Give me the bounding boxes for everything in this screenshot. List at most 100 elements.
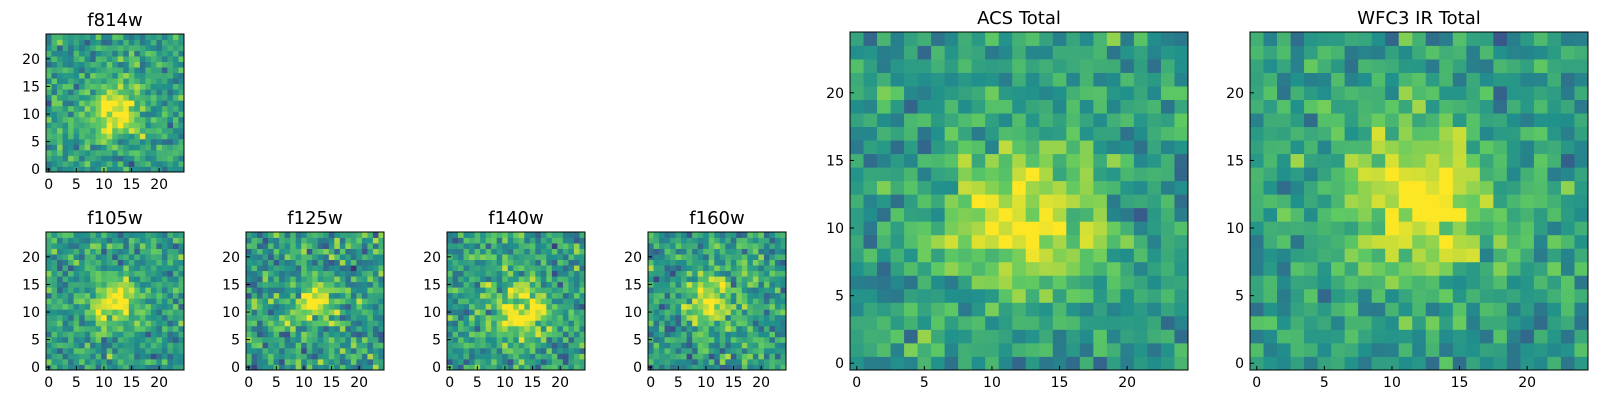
- heatmap-cell: [1263, 342, 1278, 357]
- heatmap-cell: [112, 270, 119, 277]
- heatmap-cell: [1025, 153, 1040, 168]
- heatmap-cell: [763, 325, 770, 332]
- heatmap-cell: [1290, 261, 1305, 276]
- heatmap-cell: [167, 347, 174, 354]
- heatmap-cell: [1385, 342, 1400, 357]
- x-tick-label: 5: [1320, 375, 1329, 391]
- heatmap-cell: [469, 259, 475, 266]
- heatmap-cell: [752, 347, 759, 354]
- heatmap-cell: [1120, 248, 1135, 263]
- heatmap-cell: [474, 325, 481, 332]
- heatmap-cell: [736, 248, 743, 255]
- heatmap-cell: [1331, 302, 1346, 317]
- heatmap-cell: [557, 270, 564, 277]
- heatmap-cell: [361, 287, 368, 294]
- heatmap-cell: [780, 292, 787, 299]
- heatmap-cell: [172, 276, 179, 283]
- heatmap-cell: [90, 353, 97, 360]
- heatmap-cell: [145, 331, 152, 338]
- heatmap-cell: [273, 353, 280, 360]
- heatmap-cell: [112, 39, 119, 46]
- heatmap-cell: [769, 364, 776, 371]
- heatmap-cell: [480, 292, 487, 299]
- heatmap-cell: [167, 259, 174, 266]
- heatmap-cell: [1560, 113, 1575, 128]
- heatmap-cell: [1358, 275, 1373, 290]
- heatmap-cell: [1025, 86, 1040, 100]
- heatmap-cell: [1344, 315, 1359, 330]
- heatmap-cell: [361, 364, 368, 371]
- heatmap-cell: [46, 248, 52, 255]
- heatmap-cell: [1025, 126, 1040, 141]
- heatmap-cell: [535, 358, 542, 365]
- heatmap-cell: [156, 243, 163, 249]
- heatmap-cell: [1263, 207, 1278, 222]
- heatmap-cell: [917, 207, 932, 222]
- heatmap-cell: [447, 358, 453, 365]
- heatmap-cell: [156, 61, 163, 68]
- heatmap-cell: [178, 116, 185, 123]
- heatmap-cell: [1412, 207, 1427, 222]
- heatmap-cell: [123, 127, 130, 134]
- heatmap-cell: [747, 353, 754, 360]
- heatmap-cell: [958, 302, 973, 317]
- heatmap-cell: [904, 86, 918, 100]
- heatmap-cell: [79, 83, 86, 90]
- heatmap-cell: [112, 358, 119, 365]
- heatmap-cell: [1263, 302, 1278, 317]
- heatmap-cell: [758, 237, 765, 244]
- heatmap-cell: [57, 281, 63, 288]
- heatmap-cell: [328, 358, 335, 365]
- heatmap-cell: [469, 342, 475, 349]
- heatmap-cell: [1452, 32, 1467, 46]
- heatmap-cell: [725, 320, 732, 327]
- heatmap-cell: [361, 281, 368, 288]
- heatmap-cell: [161, 111, 168, 118]
- heatmap-cell: [1174, 167, 1189, 182]
- heatmap-cell: [161, 72, 168, 79]
- heatmap-cell: [306, 248, 313, 255]
- heatmap-cell: [1106, 275, 1121, 290]
- heatmap-cell: [1250, 59, 1264, 73]
- heatmap-cell: [904, 356, 918, 371]
- heatmap-cell: [84, 149, 91, 156]
- heatmap-cell: [573, 287, 580, 294]
- heatmap-cell: [1039, 248, 1054, 263]
- heatmap-cell: [692, 254, 699, 260]
- heatmap-cell: [518, 276, 525, 283]
- heatmap-cell: [518, 232, 525, 238]
- heatmap-cell: [106, 72, 113, 79]
- heatmap-cell: [1425, 356, 1440, 371]
- heatmap-cell: [944, 99, 959, 114]
- heatmap-cell: [268, 336, 274, 343]
- heatmap-cell: [904, 194, 918, 209]
- heatmap-cell: [62, 61, 69, 68]
- heatmap-cell: [725, 254, 732, 260]
- heatmap-cell: [1479, 167, 1494, 182]
- heatmap-cell: [246, 292, 252, 299]
- heatmap-cell: [90, 314, 97, 321]
- heatmap-cell: [725, 336, 732, 343]
- heatmap-cell: [985, 194, 1000, 209]
- x-tick-label: 10: [496, 375, 514, 391]
- heatmap-cell: [273, 325, 280, 332]
- heatmap-cell: [1506, 86, 1521, 100]
- heatmap-cell: [84, 270, 91, 277]
- heatmap-cell: [117, 303, 124, 310]
- heatmap-cell: [139, 39, 146, 46]
- heatmap-cell: [1120, 45, 1135, 60]
- heatmap-cell: [1290, 221, 1305, 236]
- heatmap-cell: [568, 364, 575, 371]
- heatmap-cell: [1520, 126, 1535, 141]
- heatmap-cell: [284, 364, 291, 371]
- heatmap-cell: [51, 281, 58, 288]
- heatmap-cell: [345, 336, 352, 343]
- heatmap-cell: [317, 314, 324, 321]
- heatmap-cell: [273, 347, 280, 354]
- heatmap-cell: [306, 287, 313, 294]
- heatmap-cell: [502, 298, 509, 305]
- heatmap-cell: [1120, 32, 1135, 46]
- heatmap-cell: [112, 325, 119, 332]
- heatmap-cell: [579, 347, 586, 354]
- heatmap-cell: [73, 127, 80, 134]
